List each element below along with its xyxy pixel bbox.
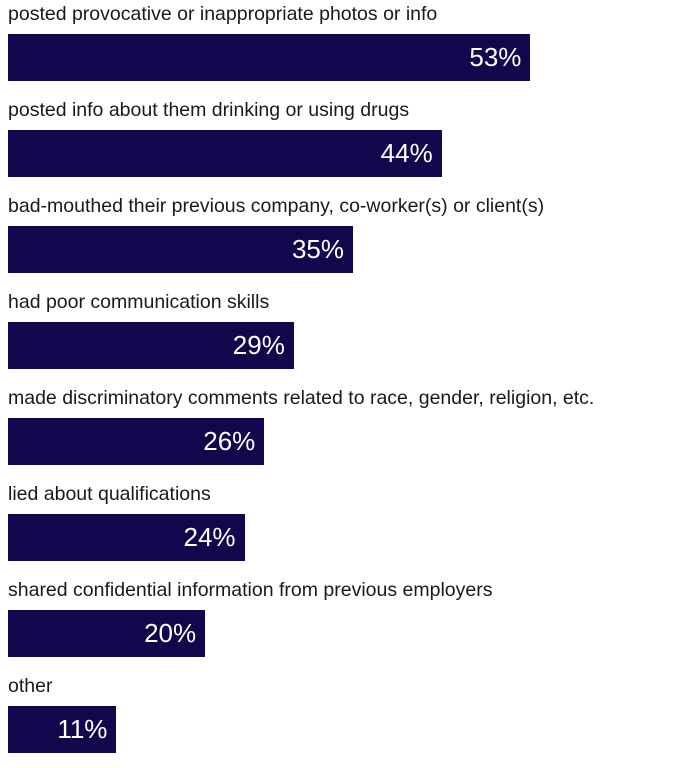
bar: 53% (8, 34, 531, 81)
category-label: had poor communication skills (8, 291, 270, 313)
category-label: other (8, 675, 53, 697)
bar-row: had poor communication skills 29% (0, 288, 698, 384)
bar-value-label: 24% (183, 522, 236, 552)
category-label: posted info about them drinking or using… (8, 99, 410, 121)
category-label: shared confidential information from pre… (8, 579, 493, 601)
bar: 35% (8, 226, 353, 273)
bar-row: bad-mouthed their previous company, co-w… (0, 192, 698, 288)
bar: 20% (8, 610, 206, 657)
category-label: bad-mouthed their previous company, co-w… (8, 195, 545, 217)
bar: 24% (8, 514, 245, 561)
bar-row: posted info about them drinking or using… (0, 96, 698, 192)
category-label: made discriminatory comments related to … (8, 387, 595, 409)
bar-row: other 11% (0, 672, 698, 768)
bar-row: made discriminatory comments related to … (0, 384, 698, 480)
bar-value-label: 35% (291, 234, 344, 264)
category-label: lied about qualifications (8, 483, 211, 505)
bar-value-label: 11% (57, 714, 108, 744)
category-label: posted provocative or inappropriate phot… (8, 3, 438, 25)
bar: 29% (8, 322, 294, 369)
bar-row: shared confidential information from pre… (0, 576, 698, 672)
bar-row: posted provocative or inappropriate phot… (0, 0, 698, 96)
bar: 11% (8, 706, 117, 753)
bar: 44% (8, 130, 442, 177)
bar: 26% (8, 418, 265, 465)
bar-value-label: 29% (232, 330, 285, 360)
bar-value-label: 53% (469, 42, 522, 72)
bar-row: lied about qualifications 24% (0, 480, 698, 576)
bar-value-label: 26% (203, 426, 256, 456)
bar-value-label: 44% (380, 138, 433, 168)
bar-value-label: 20% (144, 618, 197, 648)
